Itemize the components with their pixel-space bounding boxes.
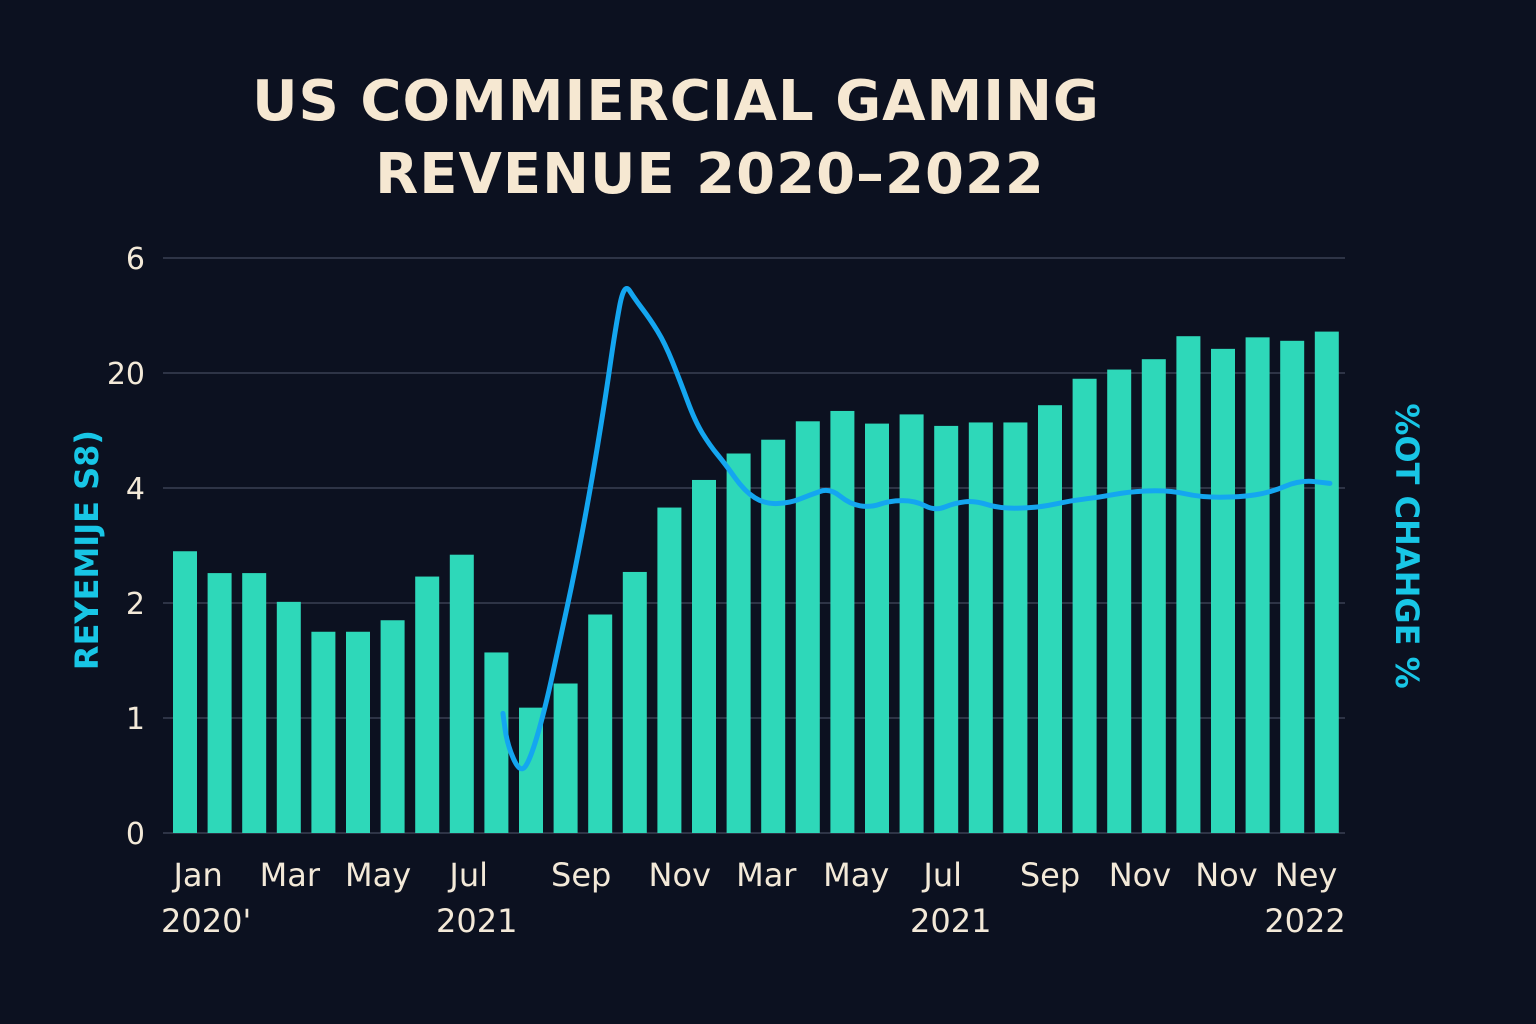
x-tick-month: Jan	[171, 856, 222, 894]
bar	[484, 652, 509, 833]
bar	[173, 551, 197, 833]
bar	[1072, 378, 1097, 833]
y-tick-label: 1	[126, 702, 145, 737]
bar	[1176, 336, 1201, 833]
bar	[449, 554, 474, 833]
bar	[588, 614, 613, 833]
bar	[207, 573, 232, 833]
bar	[657, 507, 682, 833]
x-tick-month: Jul	[921, 856, 962, 894]
y-tick-label: 6	[126, 242, 145, 277]
bar	[242, 573, 267, 833]
x-tick-month: Jul	[447, 856, 488, 894]
bar	[934, 425, 959, 833]
bar	[1280, 340, 1305, 833]
y-tick-label: 4	[126, 472, 145, 507]
bar	[346, 631, 370, 833]
x-tick-year: 2021	[910, 902, 991, 940]
bar	[553, 683, 578, 833]
x-tick-month: Mar	[260, 856, 321, 894]
bar	[830, 410, 855, 833]
bar	[899, 414, 924, 833]
bar-series	[173, 331, 1339, 833]
bar	[276, 601, 301, 833]
y-tick-label: 2	[126, 587, 145, 622]
bar	[1245, 337, 1270, 833]
bar	[415, 576, 440, 833]
bar	[692, 479, 716, 833]
x-tick-month: May	[823, 856, 889, 894]
bar	[1038, 405, 1062, 833]
x-tick-month: Nov	[1109, 856, 1171, 894]
line-series	[500, 286, 1333, 772]
x-tick-year: 2021	[436, 902, 517, 940]
bar	[795, 421, 820, 833]
y-axis-label: REYEMIJE S8)	[68, 430, 106, 670]
bar	[622, 571, 647, 833]
bar	[311, 631, 336, 833]
y2-axis-label: %OT CHAHGE %	[1388, 403, 1426, 688]
chart-title-line-1: US COMMIERCIAL GAMING	[252, 69, 1100, 134]
chart-title-line-2: REVENUE 2020–2022	[375, 142, 1045, 207]
y-tick-label: 0	[126, 817, 145, 852]
bar	[1107, 369, 1132, 833]
bar	[1314, 331, 1339, 833]
x-tick-month: Sep	[551, 856, 611, 894]
bar	[761, 439, 786, 833]
bar	[865, 423, 889, 833]
x-tick-year: 2020'	[161, 902, 251, 940]
y-tick-label: 20	[107, 357, 145, 392]
x-tick-month: Sep	[1020, 856, 1080, 894]
x-tick-month: May	[345, 856, 411, 894]
bar	[380, 620, 405, 833]
bar	[1211, 348, 1235, 833]
y-axis-ticks: 0 1 2 4 20 6	[107, 242, 145, 852]
x-tick-month: Nov	[1195, 856, 1257, 894]
bar	[1003, 422, 1028, 833]
x-tick-month: Ney	[1275, 856, 1338, 894]
bar	[726, 453, 751, 833]
x-tick-month: Mar	[736, 856, 797, 894]
bar	[968, 422, 993, 833]
bar	[1141, 359, 1166, 833]
x-tick-year: 2022	[1264, 902, 1345, 940]
x-tick-month: Nov	[649, 856, 711, 894]
